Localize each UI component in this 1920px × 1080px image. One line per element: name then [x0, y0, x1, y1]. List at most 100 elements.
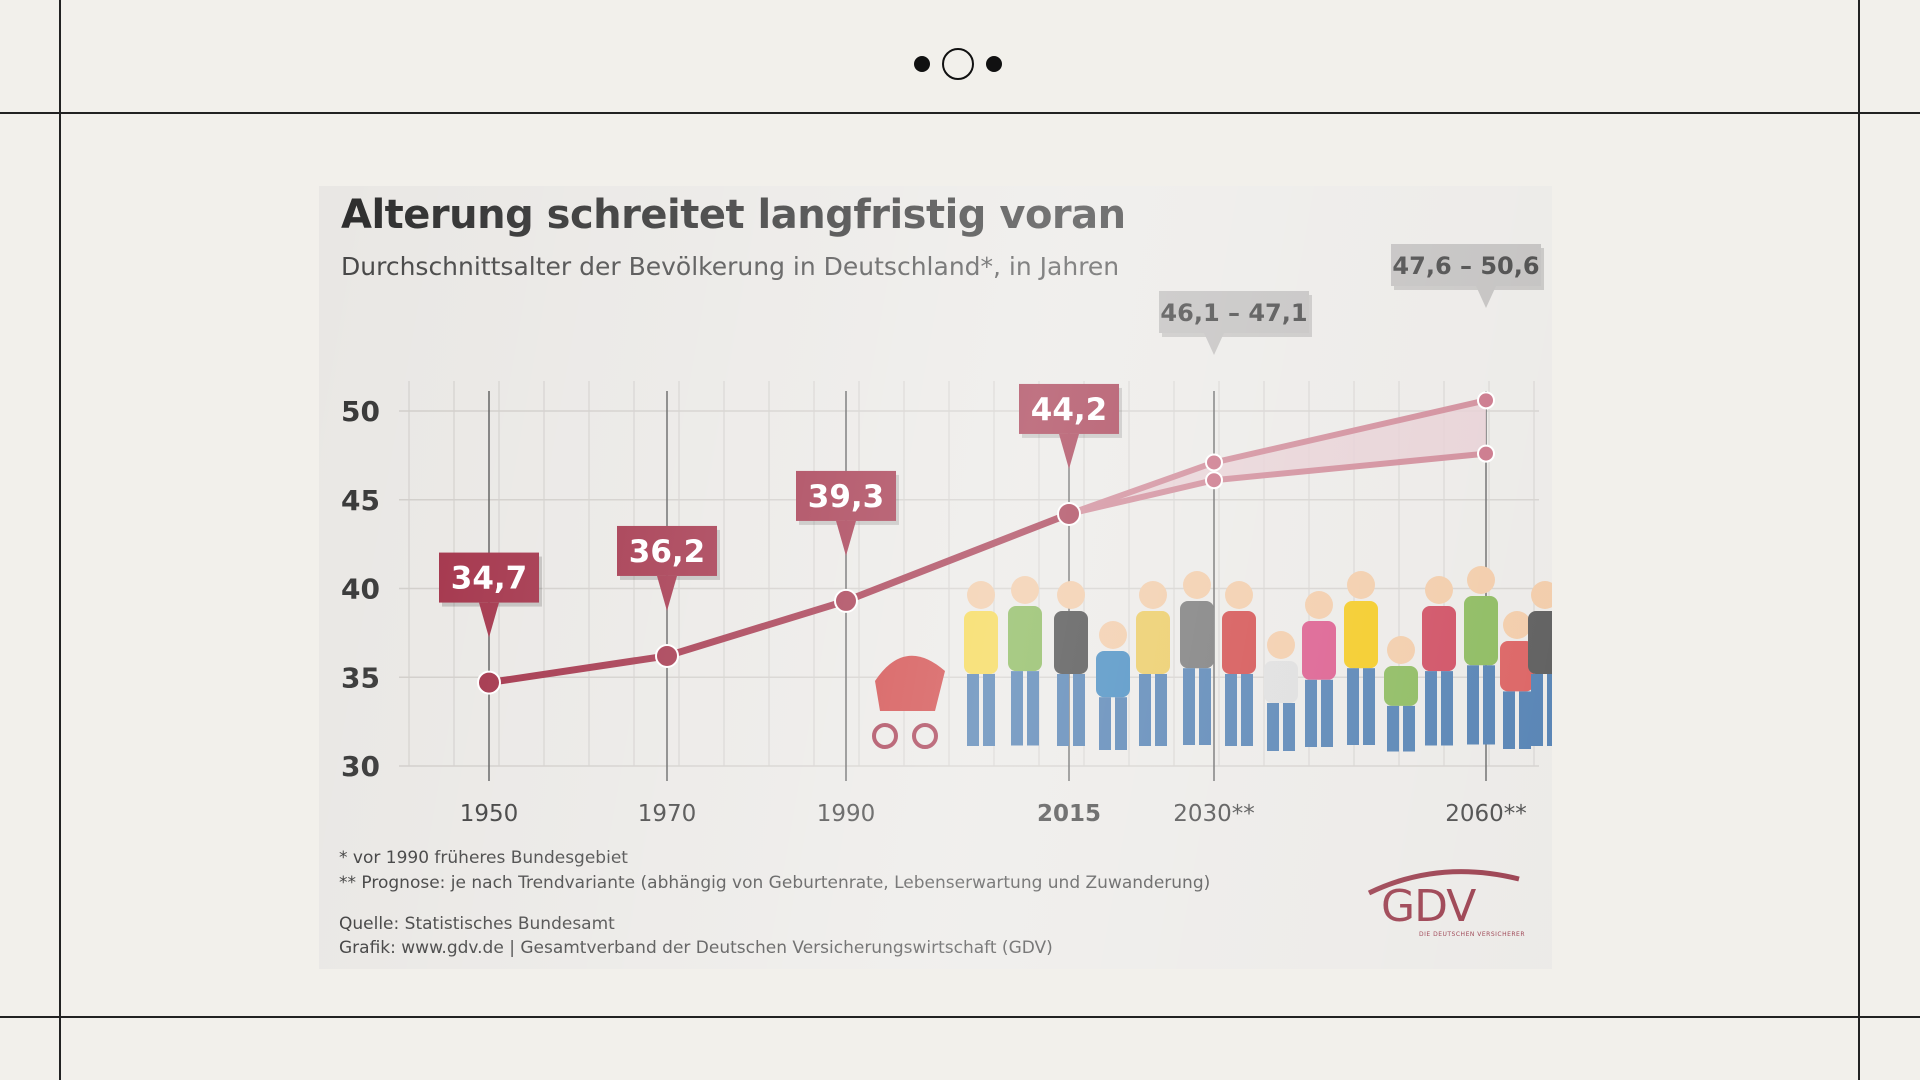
footnote-2: ** Prognose: je nach Trendvariante (abhä…	[339, 873, 1211, 893]
person-head-icon	[1267, 631, 1295, 659]
data-label: 39,3	[808, 479, 885, 515]
credit-note: Grafik: www.gdv.de | Gesamtverband der D…	[339, 938, 1053, 958]
person-body-icon	[1384, 666, 1418, 706]
data-label-box	[439, 552, 539, 603]
person-leg-icon	[1183, 668, 1195, 745]
slide-dot-current[interactable]	[942, 48, 974, 80]
chart-plot: 30 35 40 45 50 1950 1970 1990 2015 2030** 2060** 34…	[341, 244, 1552, 827]
person-leg-icon	[967, 674, 979, 746]
data-label-box	[796, 470, 896, 521]
person-body-icon	[1008, 606, 1042, 672]
forecast-band	[1069, 400, 1486, 514]
y-tick-label: 45	[341, 484, 380, 517]
slide-dot-previous[interactable]	[914, 56, 930, 72]
data-label: 34,7	[451, 561, 528, 597]
person-head-icon	[1225, 581, 1253, 609]
data-label-pointer	[1476, 286, 1496, 308]
person-leg-icon	[1241, 674, 1253, 746]
person-leg-icon	[1347, 668, 1359, 745]
person-body-icon	[1302, 621, 1336, 680]
person-head-icon	[1305, 591, 1333, 619]
frame-line-left	[59, 0, 61, 1080]
person-body-icon	[1500, 641, 1534, 692]
data-point	[1057, 501, 1081, 526]
gdv-logo-text: GDV	[1381, 881, 1476, 932]
person-leg-icon	[1115, 697, 1127, 750]
data-label-box	[1391, 244, 1541, 286]
gdv-logo-tagline: DIE DEUTSCHEN VERSICHERER	[1419, 931, 1526, 938]
data-label-box	[1159, 291, 1309, 333]
data-point	[1205, 453, 1223, 472]
person-body-icon	[964, 611, 998, 674]
person-body-icon	[1528, 611, 1552, 674]
frame-line-right	[1858, 0, 1860, 1080]
person-leg-icon	[1011, 671, 1023, 746]
data-label-box	[617, 525, 717, 576]
y-tick-label: 30	[341, 750, 380, 783]
person-head-icon	[1099, 621, 1127, 649]
data-point	[655, 643, 679, 668]
person-leg-icon	[1099, 697, 1111, 750]
data-point	[1205, 471, 1223, 490]
person-body-icon	[1344, 601, 1378, 669]
person-leg-icon	[1057, 674, 1069, 746]
data-point	[477, 670, 501, 695]
x-tick-label: 1990	[817, 801, 876, 827]
person-body-icon	[1264, 661, 1298, 703]
person-head-icon	[1425, 576, 1453, 604]
person-head-icon	[1531, 581, 1552, 609]
person-head-icon	[1011, 576, 1039, 604]
stroller-wheel-icon	[912, 723, 938, 749]
person-leg-icon	[1403, 705, 1415, 752]
person-leg-icon	[1283, 703, 1295, 751]
y-tick-label: 50	[341, 395, 380, 428]
person-leg-icon	[1547, 674, 1552, 746]
person-body-icon	[1422, 606, 1456, 672]
x-tick-label: 1970	[638, 801, 697, 827]
gdv-logo: GDV DIE DEUTSCHEN VERSICHERER	[1359, 859, 1526, 949]
data-label-pointer	[479, 602, 499, 638]
person-body-icon	[1180, 601, 1214, 669]
data-label: 36,2	[629, 534, 706, 570]
person-leg-icon	[1155, 674, 1167, 746]
data-point	[1477, 444, 1495, 463]
y-tick-label: 35	[341, 661, 380, 694]
data-label-pointer	[657, 575, 677, 611]
x-tick-label: 1950	[460, 801, 519, 827]
series-line-historic	[488, 510, 1071, 687]
data-point	[834, 588, 858, 613]
data-label: 46,1 – 47,1	[1160, 299, 1307, 327]
person-head-icon	[1139, 581, 1167, 609]
person-head-icon	[967, 581, 995, 609]
person-leg-icon	[1199, 668, 1211, 745]
data-label: 44,2	[1031, 392, 1108, 428]
frame-line-bottom	[0, 1016, 1920, 1018]
person-leg-icon	[1441, 671, 1453, 746]
person-leg-icon	[1425, 671, 1437, 746]
stroller-icon	[875, 655, 945, 711]
slide-dots-icon[interactable]	[912, 48, 1012, 80]
person-leg-icon	[1027, 671, 1039, 746]
x-tick-label: 2030**	[1173, 801, 1255, 827]
stroller-wheel-icon	[872, 723, 898, 749]
person-leg-icon	[1531, 674, 1543, 746]
data-label-pointer	[836, 520, 856, 556]
slide-dot-next[interactable]	[986, 56, 1002, 72]
chart-title: Alterung schreitet langfristig voran	[341, 192, 1126, 238]
person-body-icon	[1054, 611, 1088, 674]
person-leg-icon	[1467, 665, 1479, 745]
person-leg-icon	[1503, 691, 1515, 749]
gdv-logo-arc-icon	[1367, 869, 1520, 896]
person-leg-icon	[1267, 703, 1279, 751]
person-leg-icon	[1305, 679, 1317, 747]
x-tick-label: 2015	[1037, 801, 1101, 827]
x-tick-label: 2060**	[1445, 801, 1527, 827]
person-leg-icon	[1387, 705, 1399, 752]
person-head-icon	[1347, 571, 1375, 599]
data-label: 47,6 – 50,6	[1392, 252, 1539, 280]
person-leg-icon	[983, 674, 995, 746]
data-label-pointer	[1204, 333, 1224, 355]
person-body-icon	[1096, 651, 1130, 698]
data-label-pointer	[1059, 433, 1079, 469]
frame-line-top	[0, 112, 1920, 114]
